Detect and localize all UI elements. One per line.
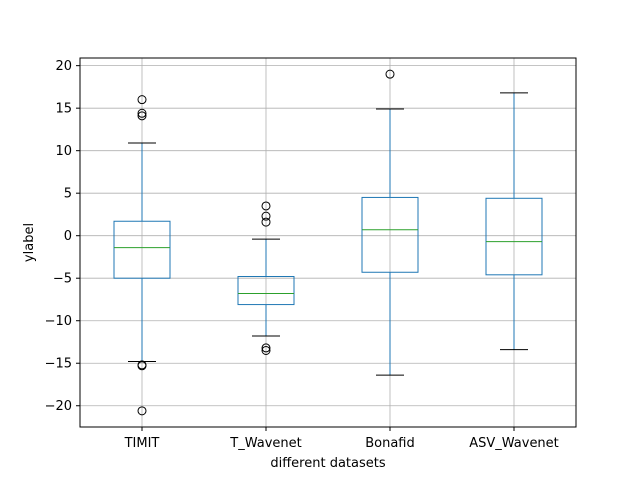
flier-point xyxy=(261,345,271,355)
y-tick-label: 0 xyxy=(64,229,72,244)
iqr-box xyxy=(485,197,543,276)
y-tick-label: 5 xyxy=(64,187,72,202)
y-tick-label: 20 xyxy=(55,59,72,74)
flier-point xyxy=(261,201,271,211)
plot-frame xyxy=(79,57,577,428)
iqr-box xyxy=(361,196,419,273)
y-tick-label: 15 xyxy=(55,102,72,117)
grid-layer xyxy=(80,58,576,427)
flier-point xyxy=(137,361,147,371)
box-layer xyxy=(113,69,543,416)
x-axis-title: different datasets xyxy=(270,456,385,471)
flier-point xyxy=(385,69,395,79)
y-tick-label: 10 xyxy=(55,144,72,159)
box-group-timit xyxy=(113,95,171,416)
y-tick-label: −5 xyxy=(53,272,72,287)
box-group-asv-wavenet xyxy=(485,92,543,351)
x-tick-label: ASV_Wavenet xyxy=(469,436,559,451)
tick-layer: −20 −15 −10 −5 0 5 10 15 20 TIMIT T_Wavenet Bonafid… xyxy=(45,59,559,451)
box-group-bonafid xyxy=(361,69,419,376)
flier-point xyxy=(261,343,271,353)
x-tick-label: Bonafid xyxy=(365,436,415,451)
flier-point xyxy=(137,111,147,121)
y-tick-label: −20 xyxy=(45,399,72,414)
iqr-box xyxy=(113,220,171,279)
flier-point xyxy=(261,217,271,227)
flier-point xyxy=(261,211,271,221)
x-tick-label: T_Wavenet xyxy=(229,436,301,451)
y-tick-label: −10 xyxy=(45,314,72,329)
y-tick-label: −15 xyxy=(45,357,72,372)
y-axis-title: ylabel xyxy=(22,223,37,262)
flier-point xyxy=(137,108,147,118)
box-group-t-wavenet xyxy=(237,201,295,355)
x-tick-label: TIMIT xyxy=(124,436,160,451)
flier-point xyxy=(137,406,147,416)
iqr-box xyxy=(237,276,295,306)
flier-point xyxy=(137,95,147,105)
